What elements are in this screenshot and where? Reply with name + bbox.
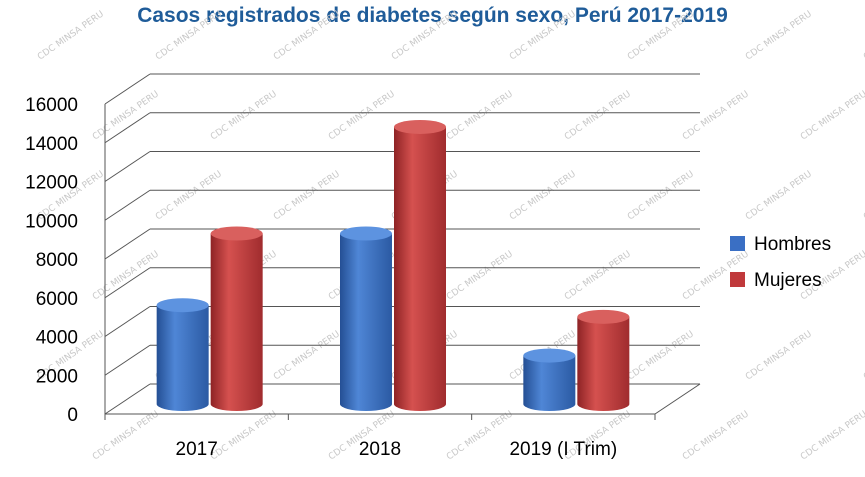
y-tick-label: 4000	[36, 328, 78, 349]
watermark-text: CDC MINSA PERU	[91, 249, 161, 302]
x-tick-label: 2017	[176, 439, 218, 460]
watermark-text: CDC MINSA PERU	[681, 409, 751, 462]
bar-top	[523, 348, 576, 363]
y-tick-label: 2000	[36, 366, 78, 387]
watermark-text: CDC MINSA PERU	[508, 9, 578, 62]
bar-mujeres	[210, 226, 263, 411]
watermark-text: CDC MINSA PERU	[626, 9, 696, 62]
watermark-text: CDC MINSA PERU	[209, 89, 279, 142]
bar-top	[340, 226, 392, 241]
watermark-text: CDC MINSA PERU	[799, 89, 865, 142]
watermark-text: CDC MINSA PERU	[626, 169, 696, 222]
watermark-text: CDC MINSA PERU	[445, 249, 515, 302]
legend-label: Mujeres	[754, 270, 822, 291]
y-tick-label: 12000	[25, 173, 78, 194]
bar-body	[394, 126, 446, 411]
watermark-text: CDC MINSA PERU	[390, 9, 460, 62]
legend-swatch	[730, 236, 745, 251]
grid-line-diagonal	[104, 73, 151, 105]
bar-hombres	[340, 226, 392, 411]
watermark-text: CDC MINSA PERU	[272, 329, 342, 382]
y-axis-ticks: 0 2000 4000 6000 8000 10000 12000 14000 16000	[25, 95, 78, 426]
watermark-text: CDC MINSA PERU	[91, 89, 161, 142]
y-tick-label: 10000	[25, 211, 78, 232]
bar-body	[577, 316, 630, 411]
watermark-text: CDC MINSA PERU	[744, 9, 814, 62]
x-tick-label: 2018	[359, 439, 401, 460]
bar-hombres	[156, 298, 209, 411]
watermark-text: CDC MINSA PERU	[508, 169, 578, 222]
bar-hombres	[523, 348, 576, 411]
bar-top	[394, 119, 446, 134]
bar-body	[523, 355, 576, 411]
legend-swatch	[730, 272, 745, 287]
watermark-text: CDC MINSA PERU	[154, 9, 224, 62]
x-axis-ticks: 2017 2018 2019 (I Trim)	[176, 439, 618, 460]
bar-top	[577, 309, 630, 324]
watermark-text: CDC MINSA PERU	[445, 409, 515, 462]
legend-label: Hombres	[754, 234, 831, 255]
watermark-text: CDC MINSA PERU	[272, 9, 342, 62]
x-tick-label: 2019 (I Trim)	[509, 439, 617, 460]
grid-line-diagonal	[104, 383, 151, 415]
bar-top	[210, 226, 263, 241]
y-tick-label: 6000	[36, 289, 78, 310]
bars	[156, 119, 630, 411]
bar-body	[340, 233, 392, 411]
bar-top	[156, 298, 209, 313]
watermark-text: CDC MINSA PERU	[36, 9, 106, 62]
floor-edge	[654, 383, 701, 415]
chart-title: Casos registrados de diabetes según sexo…	[137, 4, 728, 27]
watermark-text: CDC MINSA PERU	[272, 169, 342, 222]
grid-line-diagonal	[104, 228, 151, 260]
watermark-text: CDC MINSA PERU	[626, 329, 696, 382]
grid-line-diagonal	[104, 344, 151, 376]
grid-line-diagonal	[104, 112, 151, 144]
watermark-text: CDC MINSA PERU	[744, 169, 814, 222]
watermark-text: CDC MINSA PERU	[327, 89, 397, 142]
y-tick-label: 16000	[25, 95, 78, 116]
grid-line-diagonal	[104, 306, 151, 337]
bar-mujeres	[577, 309, 630, 411]
grid-line-diagonal	[104, 189, 151, 221]
y-tick-label: 8000	[36, 250, 78, 271]
grid-line-diagonal	[104, 151, 151, 182]
bar-body	[156, 305, 209, 411]
watermark-text: CDC MINSA PERU	[209, 409, 279, 462]
watermark-text: CDC MINSA PERU	[563, 89, 633, 142]
y-tick-label: 14000	[25, 134, 78, 155]
watermark-text: CDC MINSA PERU	[563, 249, 633, 302]
watermark-text: CDC MINSA PERU	[744, 329, 814, 382]
watermark-text: CDC MINSA PERU	[445, 89, 515, 142]
watermark-text: CDC MINSA PERU	[681, 89, 751, 142]
bar-body	[210, 233, 263, 411]
watermark-text: CDC MINSA PERU	[91, 409, 161, 462]
bar-mujeres	[394, 119, 446, 411]
y-tick-label: 0	[67, 405, 78, 426]
watermark-text: CDC MINSA PERU	[154, 169, 224, 222]
watermark-text: CDC MINSA PERU	[799, 409, 865, 462]
grid-line-diagonal	[104, 267, 151, 299]
legend: Hombres Mujeres	[730, 234, 831, 291]
